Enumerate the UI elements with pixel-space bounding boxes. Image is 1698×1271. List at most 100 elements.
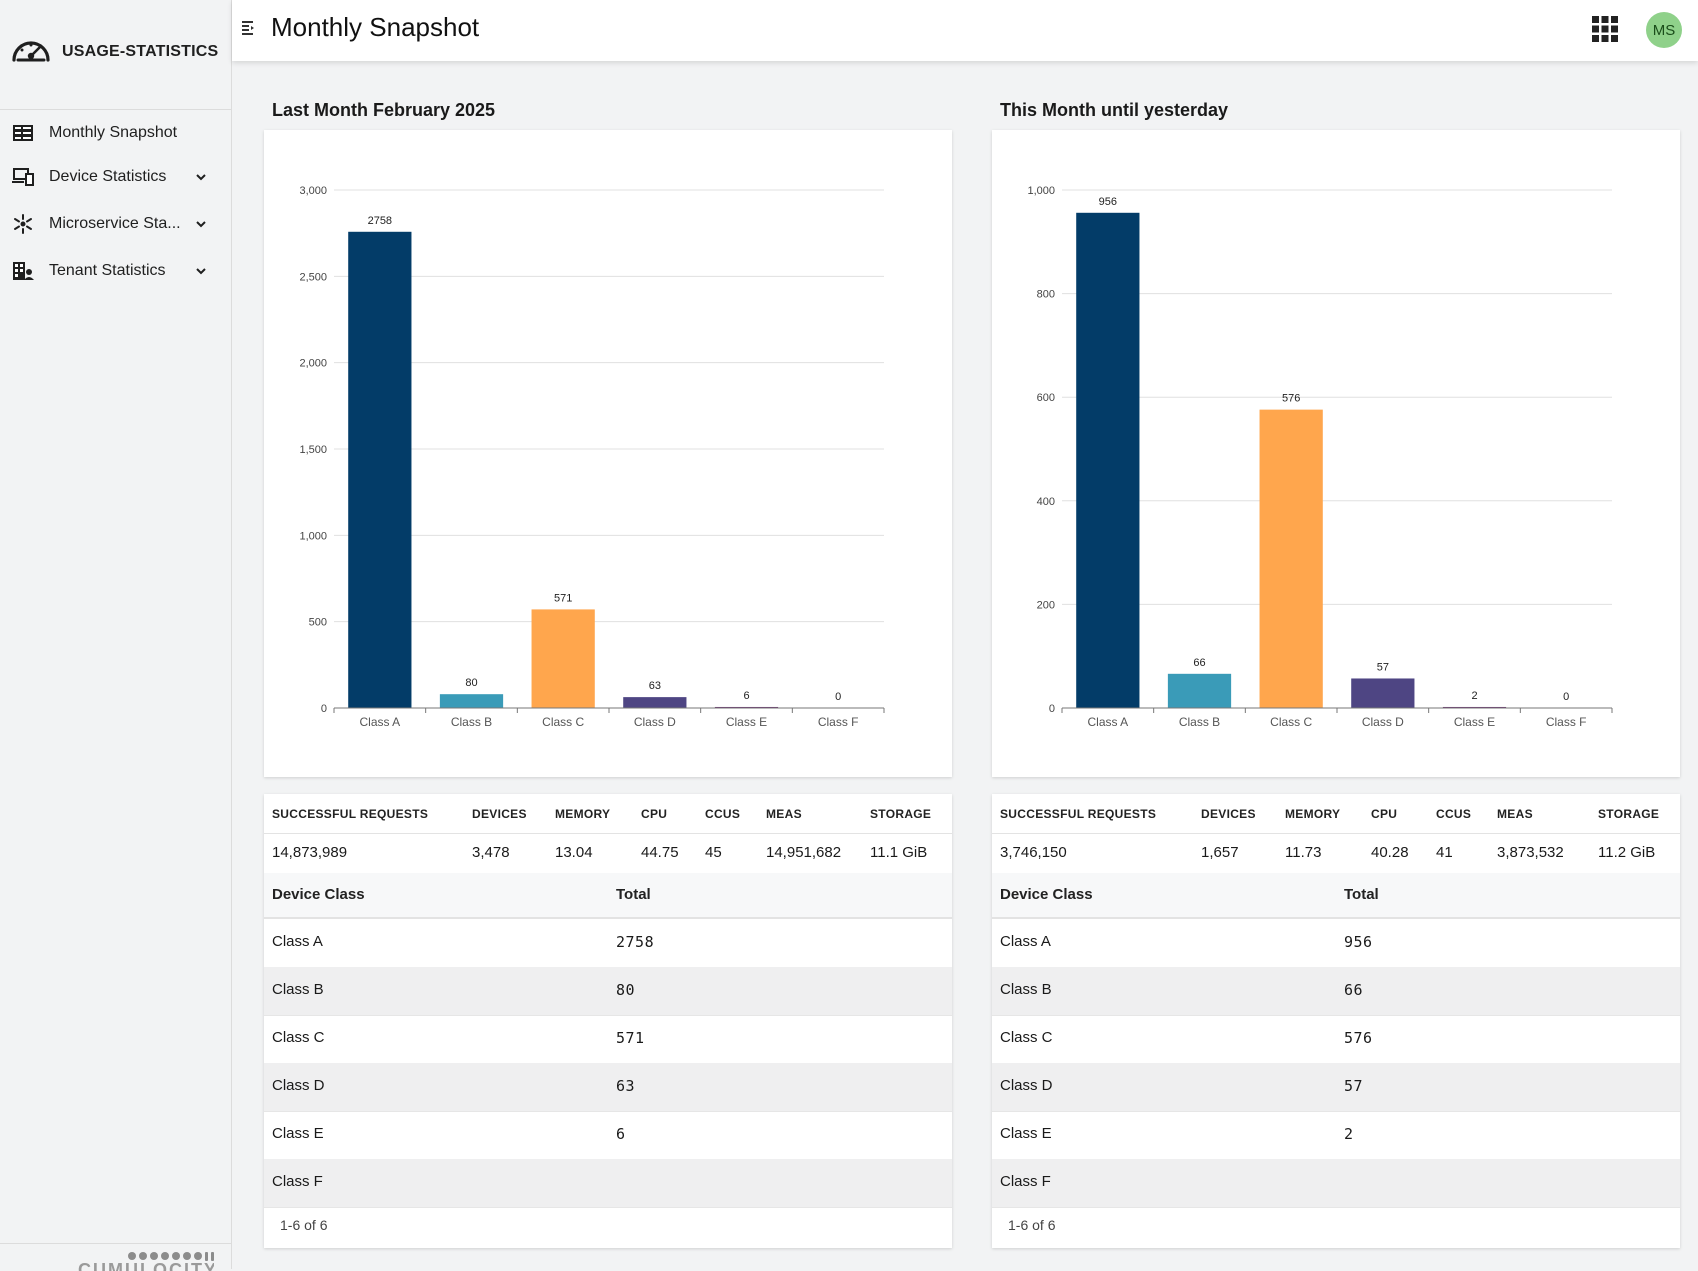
data-label: 571 xyxy=(554,592,572,604)
column-header-total[interactable]: Total xyxy=(616,886,651,903)
sidebar-item-monthly-snapshot[interactable]: Monthly Snapshot xyxy=(0,113,231,153)
cell-total: 2 xyxy=(1344,1125,1354,1143)
bar xyxy=(1442,706,1507,708)
sidebar-item-tenant-statistics[interactable]: Tenant Statistics xyxy=(0,251,231,291)
pager-range: 1-6 of 6 xyxy=(280,1217,328,1233)
last-month-title: Last Month February 2025 xyxy=(272,100,496,120)
sidebar-item-device-statistics[interactable]: Device Statistics xyxy=(0,157,231,197)
this-month-title: This Month until yesterday xyxy=(1000,100,1229,120)
table-row: Class A 2758 xyxy=(264,919,952,968)
y-tick-label: 400 xyxy=(1037,496,1055,508)
data-label: 66 xyxy=(1193,657,1205,669)
stats-header: SUCCESSFUL REQUESTS xyxy=(272,807,429,821)
y-tick-label: 600 xyxy=(1037,392,1055,404)
table-row: Class C 576 xyxy=(992,1015,1680,1064)
table-row: Class F xyxy=(992,1159,1680,1208)
bar xyxy=(439,694,504,708)
table-pager: 1-6 of 6 xyxy=(264,1208,952,1243)
data-label: 80 xyxy=(465,677,477,689)
footer-logo: CUMULOCITY xyxy=(78,1251,214,1271)
column-header-device-class[interactable]: Device Class xyxy=(1000,886,1093,903)
chevron-down-icon[interactable] xyxy=(191,214,211,234)
pager-range: 1-6 of 6 xyxy=(1008,1217,1056,1233)
stats-value: 40.28 xyxy=(1371,844,1409,861)
stats-value: 14,951,682 xyxy=(766,844,842,861)
stats-header: MEAS xyxy=(766,807,802,821)
stats-value: 14,873,989 xyxy=(272,844,348,861)
cell-device-class: Class D xyxy=(1000,1077,1053,1094)
bar xyxy=(1259,409,1323,708)
cell-device-class: Class D xyxy=(272,1077,325,1094)
y-tick-label: 800 xyxy=(1037,289,1055,301)
bar xyxy=(531,609,595,708)
sidebar-item-label: Monthly Snapshot xyxy=(49,124,178,141)
stats-value: 3,873,532 xyxy=(1497,844,1564,861)
y-tick-label: 2,000 xyxy=(299,358,327,370)
app-brand[interactable]: USAGE-STATISTICS xyxy=(10,34,218,69)
speedometer-icon xyxy=(10,34,52,69)
y-tick-label: 3,000 xyxy=(299,185,327,197)
cell-device-class: Class C xyxy=(1000,1029,1053,1046)
stats-header: DEVICES xyxy=(472,807,527,821)
cell-total: 6 xyxy=(616,1125,626,1143)
bar xyxy=(1076,212,1140,708)
stats-header: MEMORY xyxy=(555,807,611,821)
x-tick-label: Class B xyxy=(451,715,492,729)
x-tick-label: Class A xyxy=(1087,715,1128,729)
last-month-chart-card: 0 500 1,000 1,500 2,000 2,500 3,000 2758 Class A… xyxy=(264,130,952,777)
cell-device-class: Class F xyxy=(1000,1173,1051,1190)
y-tick-label: 1,500 xyxy=(299,444,327,456)
sidebar-item-microservice-statistics[interactable]: Microservice Sta... xyxy=(0,204,231,244)
sidebar: USAGE-STATISTICS Monthly Snapshot Device… xyxy=(0,0,232,1271)
sidebar-item-label: Tenant Statistics xyxy=(49,262,166,279)
stats-value: 11.1 GiB xyxy=(870,844,928,861)
data-label: 57 xyxy=(1377,661,1389,673)
logo-dots-icon xyxy=(78,1251,214,1261)
column-header-device-class[interactable]: Device Class xyxy=(272,886,365,903)
bar xyxy=(714,706,779,708)
devices-icon xyxy=(11,165,35,189)
last-month-stats-card: SUCCESSFUL REQUESTS DEVICES MEMORY CPU C… xyxy=(264,794,952,1248)
bar xyxy=(1167,673,1232,708)
stats-header-row: SUCCESSFUL REQUESTS DEVICES MEMORY CPU C… xyxy=(264,794,952,834)
tenant-icon xyxy=(11,259,35,283)
bar xyxy=(1351,678,1415,708)
stats-values-row: 14,873,989 3,478 13.04 44.75 45 14,951,6… xyxy=(264,834,952,872)
stats-header: CPU xyxy=(641,807,668,821)
cell-total: 63 xyxy=(616,1077,636,1095)
cell-total: 576 xyxy=(1344,1029,1373,1047)
stats-header: STORAGE xyxy=(870,807,932,821)
app-name: USAGE-STATISTICS xyxy=(62,42,219,60)
x-tick-label: Class A xyxy=(359,715,400,729)
footer-brand: CUMULOCITY xyxy=(78,1260,214,1271)
y-tick-label: 0 xyxy=(321,703,327,715)
cell-device-class: Class B xyxy=(272,981,324,998)
table-row: Class C 571 xyxy=(264,1015,952,1064)
sidebar-toggle-icon[interactable] xyxy=(240,18,260,38)
microservice-icon xyxy=(11,212,35,236)
cell-total: 66 xyxy=(1344,981,1364,999)
chevron-down-icon[interactable] xyxy=(191,167,211,187)
table-row: Class D 57 xyxy=(992,1063,1680,1112)
cell-total: 80 xyxy=(616,981,636,999)
this-month-bar-chart: 0 200 400 600 800 1,000 956 Class A 66 Class B 576… xyxy=(1027,185,1613,729)
x-tick-label: Class F xyxy=(818,715,859,729)
data-label: 2 xyxy=(1471,690,1477,702)
sidebar-footer-divider xyxy=(0,1243,231,1244)
user-avatar[interactable]: MS xyxy=(1646,12,1682,48)
table-row: Class A 956 xyxy=(992,919,1680,968)
stats-header: DEVICES xyxy=(1201,807,1256,821)
app-switcher-icon[interactable] xyxy=(1591,15,1619,43)
x-tick-label: Class E xyxy=(1454,715,1495,729)
chevron-down-icon[interactable] xyxy=(191,261,211,281)
device-class-table-header: Device Class Total xyxy=(992,873,1680,919)
stats-header: STORAGE xyxy=(1598,807,1660,821)
y-tick-label: 2,500 xyxy=(299,271,327,283)
stats-value: 45 xyxy=(705,844,722,861)
cell-total: 571 xyxy=(616,1029,645,1047)
column-header-total[interactable]: Total xyxy=(1344,886,1379,903)
table-pager: 1-6 of 6 xyxy=(992,1208,1680,1243)
sidebar-item-label: Microservice Sta... xyxy=(49,215,181,232)
stats-value: 13.04 xyxy=(555,844,593,861)
cell-device-class: Class A xyxy=(1000,933,1051,950)
